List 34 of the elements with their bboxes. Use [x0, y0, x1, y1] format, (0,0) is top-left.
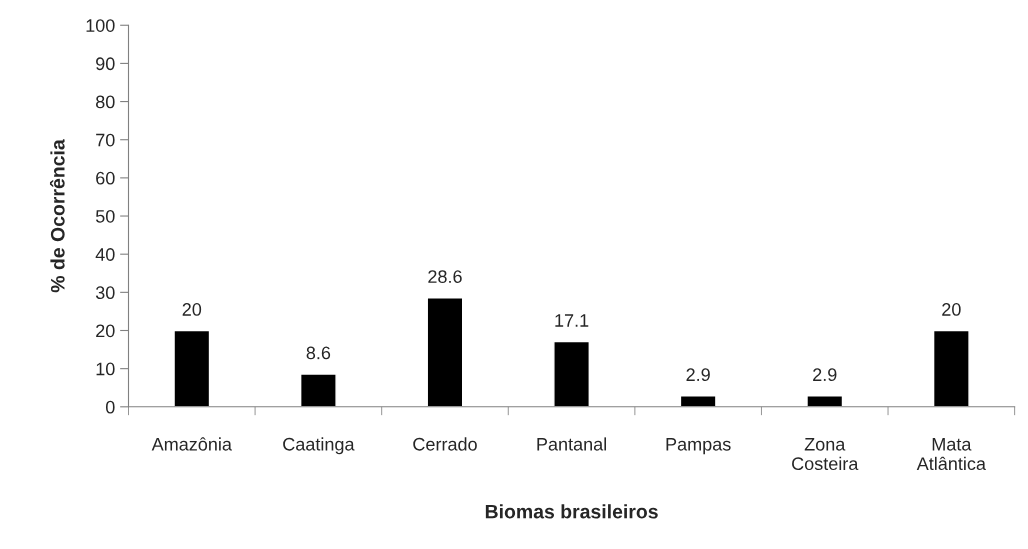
data-label: 17.1 [555, 314, 589, 327]
bar [679, 395, 717, 407]
bar [426, 296, 464, 407]
x-tick-label: Cerrado [413, 437, 477, 451]
y-tick-label: 0 [105, 400, 115, 414]
x-tick-label: Pampas [666, 438, 731, 455]
data-label: 20 [942, 303, 961, 316]
data-label: 28.6 [428, 270, 462, 283]
bar [553, 340, 590, 407]
y-tick-label: 50 [95, 209, 115, 223]
y-axis-title: % de Ocorrência [49, 139, 65, 293]
data-label: 8.6 [306, 346, 331, 360]
y-tick-label: 10 [96, 362, 115, 376]
data-label: 2.9 [813, 368, 837, 382]
x-axis-title: Biomas brasileiros [485, 504, 658, 519]
y-tick-label: 20 [96, 324, 115, 338]
x-tick-label: Zona Costeira [792, 438, 859, 471]
data-label: 20 [182, 303, 202, 316]
bar [173, 329, 211, 407]
bar [806, 395, 844, 407]
bar [932, 329, 970, 407]
x-tick-label: Pantanal [537, 437, 606, 451]
y-tick-label: 30 [95, 286, 115, 300]
x-tick-label: Caatinga [283, 437, 355, 455]
y-tick-label: 40 [95, 248, 115, 261]
y-tick-label: 60 [96, 171, 115, 185]
x-tick-label: Mata Atlântica [916, 438, 986, 471]
y-tick-label: 80 [96, 95, 115, 109]
x-tick-label: Amazônia [151, 437, 232, 451]
y-tick-label: 100 [86, 19, 115, 32]
y-tick-label: 90 [96, 57, 115, 71]
bar [299, 373, 337, 407]
data-label: 2.9 [686, 368, 710, 382]
y-tick-label: 70 [96, 133, 115, 147]
